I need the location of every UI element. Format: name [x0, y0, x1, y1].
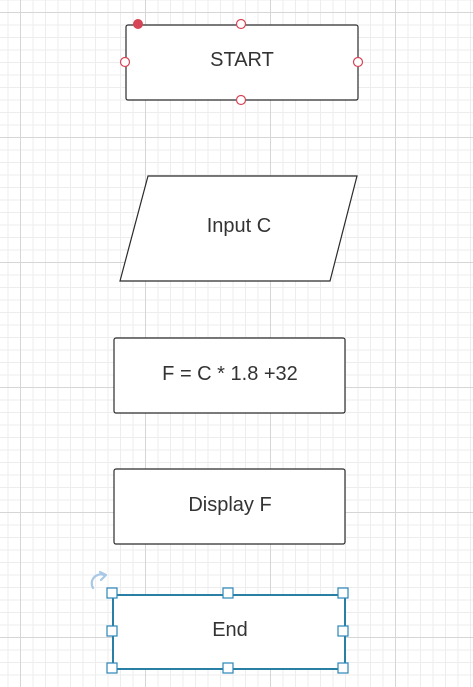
connection-point-right[interactable]: [352, 56, 364, 68]
end-label: End: [212, 619, 248, 641]
end-node[interactable]: End: [90, 570, 349, 674]
resize-handle-bottom-left[interactable]: [106, 662, 118, 674]
display-label: Display F: [188, 494, 271, 516]
display-node[interactable]: Display F: [113, 468, 346, 545]
connection-point-top[interactable]: [235, 18, 247, 30]
resize-handle-top-left[interactable]: [106, 587, 118, 599]
resize-handle-right[interactable]: [337, 625, 349, 637]
end-shape[interactable]: [112, 594, 346, 670]
connection-point-active[interactable]: [133, 19, 143, 29]
start-label: START: [210, 49, 274, 71]
input-node[interactable]: Input C: [119, 175, 358, 282]
process-node[interactable]: F = C * 1.8 +32: [113, 337, 346, 414]
resize-handle-left[interactable]: [106, 625, 118, 637]
connection-point-left[interactable]: [119, 56, 131, 68]
start-node[interactable]: START: [119, 18, 364, 106]
input-shape[interactable]: [119, 175, 358, 282]
input-label: Input C: [207, 215, 271, 237]
process-shape[interactable]: [113, 337, 346, 414]
display-shape[interactable]: [113, 468, 346, 545]
connection-point-bottom[interactable]: [235, 94, 247, 106]
resize-handle-top-right[interactable]: [337, 587, 349, 599]
resize-handle-top[interactable]: [222, 587, 234, 599]
resize-handle-bottom[interactable]: [222, 662, 234, 674]
rotate-handle-icon[interactable]: [90, 570, 108, 590]
process-label: F = C * 1.8 +32: [162, 363, 298, 385]
resize-handle-bottom-right[interactable]: [337, 662, 349, 674]
